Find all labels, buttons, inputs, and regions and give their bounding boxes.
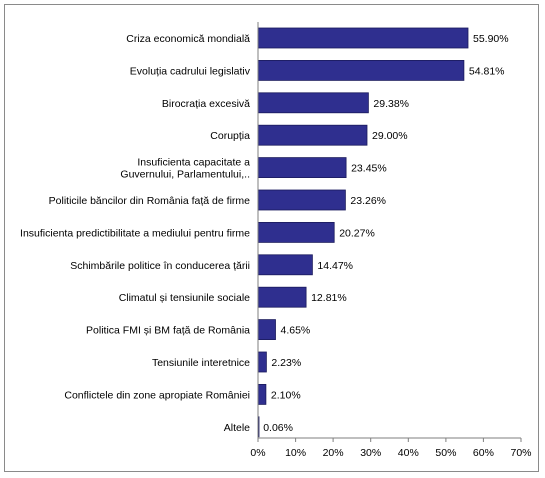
bar-2	[257, 92, 369, 114]
value-label-6: 20.27%	[339, 227, 375, 239]
value-label-8: 12.81%	[311, 292, 347, 304]
x-axis: 0% 10% 20% 30% 40% 50% 60% 70%	[250, 22, 532, 459]
bar-1	[257, 60, 465, 81]
category-label-2: Birocrația excesivă	[162, 98, 250, 110]
category-label-4-line-0: Insuficienta capacitate a	[137, 157, 250, 169]
category-label-3: Corupția	[210, 130, 250, 142]
bar-9	[257, 319, 276, 341]
value-label-5: 23.26%	[350, 195, 386, 207]
category-label-12: Altele	[224, 422, 250, 434]
category-label-11: Conflictele din zone apropiate României	[64, 389, 250, 401]
bar-8	[257, 286, 307, 308]
value-label-0: 55.90%	[473, 33, 509, 45]
bars-group	[257, 27, 469, 438]
value-label-1: 54.81%	[469, 65, 505, 77]
bar-11	[257, 383, 267, 405]
value-label-2: 29.38%	[373, 98, 409, 110]
bar-5	[257, 189, 346, 211]
category-label-1: Evoluția cadrului legislativ	[130, 65, 251, 77]
x-tick-label-1: 10%	[285, 447, 306, 459]
category-label-8: Climatul și tensiunile sociale	[119, 292, 250, 304]
category-labels-group: Criza economică mondială Evoluția cadrulu…	[20, 33, 251, 434]
bar-6	[257, 221, 335, 243]
category-label-5: Politicile băncilor din România față de …	[49, 195, 251, 207]
category-label-6: Insuficienta predictibilitate a mediului…	[20, 227, 250, 239]
bar-7	[257, 254, 313, 276]
x-tick-label-7: 70%	[510, 447, 531, 459]
x-tick-label-4: 40%	[398, 447, 419, 459]
x-tick-label-0: 0%	[250, 447, 265, 459]
value-label-7: 14.47%	[317, 260, 353, 272]
category-label-10: Tensiunile interetnice	[152, 357, 250, 369]
bar-4	[257, 157, 347, 179]
bar-3	[257, 124, 368, 146]
x-tick-label-3: 30%	[360, 447, 381, 459]
category-label-9: Politica FMI și BM față de România	[86, 325, 250, 337]
value-label-4: 23.45%	[351, 163, 387, 175]
x-tick-label-5: 50%	[435, 447, 456, 459]
value-label-9: 4.65%	[281, 325, 311, 337]
category-label-0: Criza economică mondială	[126, 33, 250, 45]
value-labels-group: 55.90% 54.81% 29.38% 29.00% 23.45% 23.26% 20.2…	[263, 33, 508, 434]
category-label-4-line-1: Guvernului, Parlamentului,..	[120, 169, 250, 181]
x-tick-label-2: 20%	[323, 447, 344, 459]
value-label-3: 29.00%	[372, 130, 408, 142]
x-tick-label-6: 60%	[473, 447, 494, 459]
value-label-10: 2.23%	[271, 357, 301, 369]
bar-10	[257, 351, 267, 373]
value-label-12: 0.06%	[263, 422, 293, 434]
category-label-7: Schimbările politice în conducerea țării	[70, 260, 250, 272]
bar-0	[257, 27, 469, 49]
value-label-11: 2.10%	[271, 389, 301, 401]
